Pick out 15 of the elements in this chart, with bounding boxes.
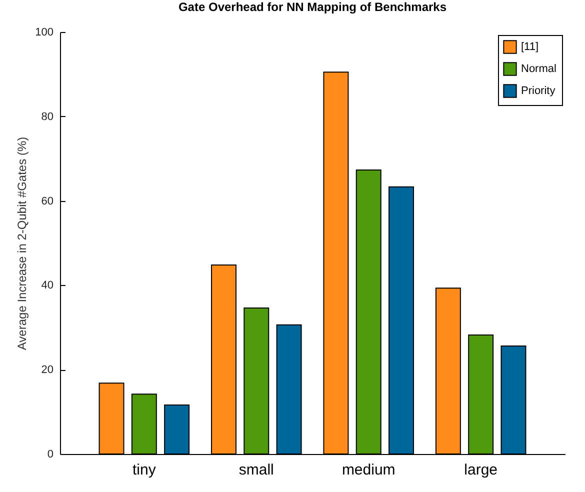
y-tick-label: 100 — [35, 26, 54, 38]
chart-title: Gate Overhead for NN Mapping of Benchmarks — [178, 0, 447, 14]
y-tick-label: 40 — [41, 280, 54, 292]
x-tick-label: small — [238, 462, 274, 478]
legend-label: Priority — [521, 85, 556, 97]
y-tick-label: 80 — [41, 110, 54, 123]
y-tick-label: 60 — [41, 195, 54, 208]
x-tick-label: large — [464, 462, 498, 478]
legend-label: Normal — [521, 63, 556, 75]
y-axis-title: Average Increase in 2-Qubit #Gates (%) — [15, 136, 30, 350]
x-tick-label: tiny — [132, 462, 156, 478]
y-tick-label: 20 — [41, 364, 54, 376]
x-tick-label: medium — [342, 462, 396, 478]
legend-label: [11] — [521, 41, 539, 53]
y-tick-label: 0 — [47, 448, 54, 460]
